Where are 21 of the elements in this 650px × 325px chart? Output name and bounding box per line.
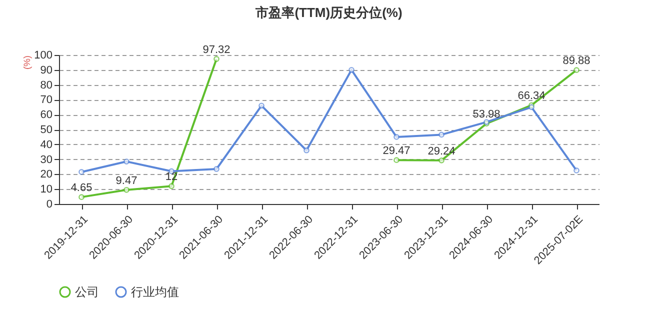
y-tick-label: 40 bbox=[40, 138, 52, 151]
y-axis-title: (%) bbox=[22, 56, 32, 70]
data-label: 97.32 bbox=[202, 44, 230, 56]
y-tick-label: 100 bbox=[34, 50, 52, 62]
y-tick-label: 10 bbox=[40, 184, 52, 196]
data-label: 89.88 bbox=[562, 55, 590, 68]
data-label: 4.65 bbox=[70, 182, 92, 194]
legend-label: 公司 bbox=[75, 285, 99, 299]
y-tick-label: 60 bbox=[40, 109, 52, 122]
chart-title: 市盈率(TTM)历史分位(%) bbox=[254, 4, 402, 20]
y-tick-label: 30 bbox=[40, 154, 52, 166]
y-tick-label: 0 bbox=[46, 198, 52, 210]
data-label: 9.47 bbox=[116, 174, 138, 187]
y-tick-label: 20 bbox=[40, 168, 52, 181]
data-label: 53.98 bbox=[472, 108, 500, 121]
legend-label: 行业均值 bbox=[131, 285, 179, 299]
y-tick-label: 90 bbox=[40, 64, 52, 76]
y-tick-label: 50 bbox=[40, 124, 52, 136]
data-label: 29.47 bbox=[382, 145, 410, 158]
y-tick-label: 80 bbox=[40, 79, 52, 92]
y-tick-label: 70 bbox=[40, 94, 52, 106]
